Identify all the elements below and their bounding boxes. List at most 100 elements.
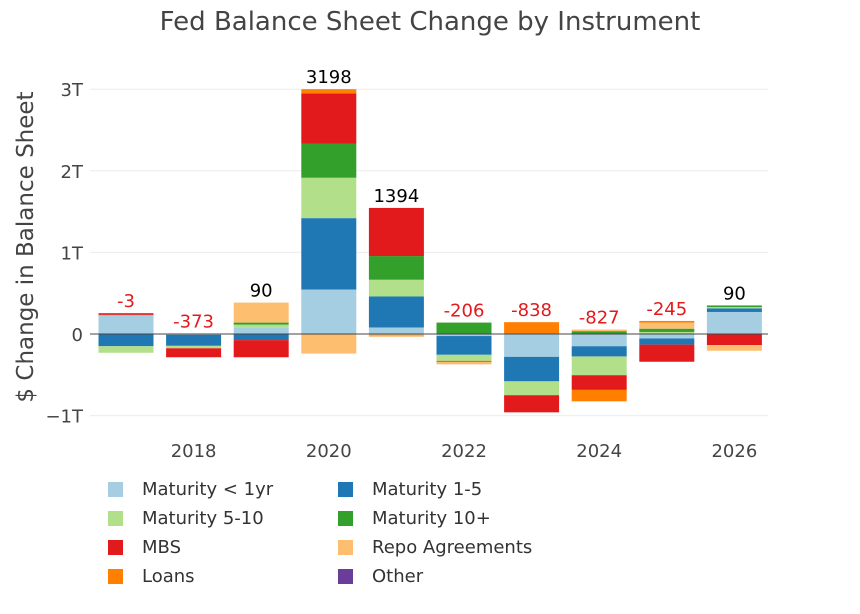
total-label: -245 xyxy=(646,299,687,320)
bar-segment xyxy=(301,334,357,354)
bar-segment xyxy=(706,334,762,346)
total-label: 90 xyxy=(250,281,273,302)
bar-segment xyxy=(301,89,357,94)
bar-segment xyxy=(233,324,289,328)
legend-label: Maturity 5-10 xyxy=(142,507,264,529)
bar-segment xyxy=(504,322,560,334)
y-tick-label: 1T xyxy=(61,243,84,264)
x-tick-labels: 2018 2020 2022 2024 2026 xyxy=(171,441,758,462)
bar-segment xyxy=(571,356,627,376)
bar-segment xyxy=(571,375,627,390)
bar-segment xyxy=(301,143,357,178)
total-labels: -3 -373 90 3198 1394 -206 -838 -827 -245 90 xyxy=(117,67,746,332)
legend-swatch xyxy=(108,539,123,555)
x-tick-label: 2026 xyxy=(711,441,757,462)
bar-segment xyxy=(436,360,492,362)
bar-segment xyxy=(706,345,762,351)
x-tick-label: 2022 xyxy=(441,441,487,462)
legend-label: Repo Agreements xyxy=(372,536,533,558)
legend-item[interactable]: Loans xyxy=(108,565,195,587)
bar-segment xyxy=(233,334,289,341)
bar-segment xyxy=(571,389,627,402)
legend-item[interactable]: Repo Agreements xyxy=(338,536,532,558)
gridlines xyxy=(90,88,768,417)
bar-segment xyxy=(639,322,695,329)
bar-segment xyxy=(166,334,222,346)
bar-segment xyxy=(706,307,762,309)
legend-item[interactable]: Maturity 1-5 xyxy=(338,478,482,500)
bar-segment xyxy=(436,336,492,355)
bar-segment xyxy=(504,356,560,382)
total-label: -838 xyxy=(511,300,552,321)
bar-segment xyxy=(368,207,424,257)
total-label: 1394 xyxy=(373,186,419,207)
bar-segment xyxy=(166,345,222,349)
total-label: 90 xyxy=(723,283,746,304)
legend-swatch xyxy=(338,481,353,497)
legend-swatch xyxy=(108,568,123,584)
y-axis-title: $ Change in Balance Sheet xyxy=(13,91,39,402)
total-label: -827 xyxy=(579,308,620,329)
legend-label: Other xyxy=(372,565,424,587)
x-tick-label: 2018 xyxy=(171,441,217,462)
legend-item[interactable]: Maturity 5-10 xyxy=(108,507,264,529)
bar-segment xyxy=(436,334,492,337)
bar-segment xyxy=(166,348,222,358)
bar-segment xyxy=(571,329,627,332)
legend-item[interactable]: Maturity < 1yr xyxy=(108,478,273,500)
legend-swatch xyxy=(108,481,123,497)
bar-segment xyxy=(706,305,762,308)
bar-segment xyxy=(368,327,424,334)
bar-segment xyxy=(504,381,560,396)
bar-segment xyxy=(639,344,695,362)
bar-segment xyxy=(504,395,560,413)
legend-label: Maturity 1-5 xyxy=(372,478,483,500)
legend-label: Maturity 10+ xyxy=(372,507,491,529)
total-label: 3198 xyxy=(306,67,352,88)
legend-label: Loans xyxy=(142,565,195,587)
legend-swatch xyxy=(338,568,353,584)
bar-segment xyxy=(639,334,695,339)
bar-segment xyxy=(571,334,627,347)
legend-swatch xyxy=(338,510,353,526)
bar-segment xyxy=(368,279,424,297)
legend-swatch xyxy=(108,510,123,526)
legend-label: MBS xyxy=(142,536,181,558)
bar-segment xyxy=(706,311,762,334)
bar-segment xyxy=(233,327,289,334)
bar-segment xyxy=(436,361,492,364)
bar-segment xyxy=(639,331,695,334)
x-tick-label: 2020 xyxy=(306,441,352,462)
bar-segment xyxy=(301,93,357,144)
bar-segment xyxy=(98,334,154,347)
bar-segment xyxy=(368,296,424,328)
bar-segment xyxy=(504,334,560,357)
bars-group xyxy=(98,89,762,413)
bar-segment xyxy=(233,302,289,323)
y-tick-labels: −1T 0 1T 2T 3T xyxy=(45,80,84,427)
chart-title: Fed Balance Sheet Change by Instrument xyxy=(160,7,701,37)
bar-segment xyxy=(301,289,357,334)
bar-segment xyxy=(639,338,695,345)
legend-item[interactable]: Maturity 10+ xyxy=(338,507,491,529)
bar-segment xyxy=(233,340,289,358)
bar-segment xyxy=(368,335,424,337)
bar-segment xyxy=(436,354,492,361)
bar-segment xyxy=(98,346,154,353)
y-tick-label: −1T xyxy=(45,407,84,428)
total-label: -3 xyxy=(117,291,135,312)
legend-item[interactable]: MBS xyxy=(108,536,181,558)
y-tick-label: 2T xyxy=(61,162,84,183)
bar-segment xyxy=(233,322,289,325)
legend-label: Maturity < 1yr xyxy=(142,478,274,500)
bar-segment xyxy=(571,346,627,357)
bar-segment xyxy=(639,320,695,323)
bar-segment xyxy=(639,328,695,332)
legend-swatch xyxy=(338,539,353,555)
bar-segment xyxy=(368,256,424,280)
bar-segment xyxy=(98,313,154,315)
legend-item[interactable]: Other xyxy=(338,565,423,587)
bar-segment xyxy=(368,334,424,336)
bar-segment xyxy=(301,177,357,219)
